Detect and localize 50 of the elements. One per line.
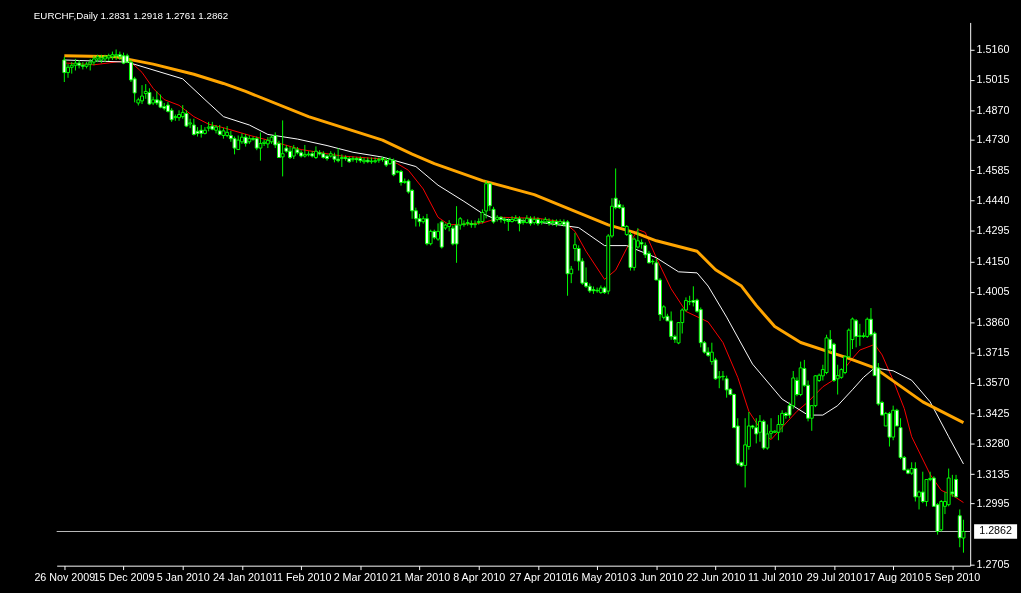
x-tick-label: 3 Jun 2010	[630, 570, 684, 583]
x-tick-label: 5 Jan 2010	[156, 570, 210, 583]
y-tick-label: 1.4005	[976, 285, 1010, 298]
y-tick-label: 1.5160	[976, 42, 1010, 55]
x-tick-label: 5 Sep 2010	[925, 570, 981, 583]
candlestick	[140, 84, 144, 105]
candlestick	[288, 145, 292, 160]
candlestick	[857, 323, 862, 347]
candlestick	[325, 153, 329, 162]
y-tick-label: 1.4150	[976, 254, 1010, 267]
candlestick	[595, 287, 600, 294]
y-tick-label: 1.3425	[976, 406, 1010, 419]
y-tick-label: 1.5015	[976, 73, 1010, 86]
y-tick-label: 1.4585	[976, 163, 1010, 176]
y-tick-label: 1.4730	[976, 133, 1010, 146]
candlestick	[521, 217, 526, 226]
x-tick-label: 22 Jun 2010	[686, 570, 746, 583]
y-tick-label: 1.4440	[976, 193, 1010, 206]
x-tick-label: 17 Aug 2010	[863, 570, 924, 583]
x-tick-label: 11 Feb 2010	[271, 570, 332, 583]
candlestick	[547, 217, 551, 227]
candlestick	[461, 219, 466, 228]
x-tick-label: 24 Jan 2010	[212, 570, 272, 583]
y-tick-label: 1.3570	[976, 376, 1010, 389]
y-tick-label: 1.3860	[976, 315, 1010, 328]
x-tick-label: 21 Mar 2010	[389, 570, 451, 583]
y-tick-label: 1.4295	[976, 224, 1010, 237]
y-tick-label: 1.3135	[976, 467, 1010, 480]
y-tick-label: 1.3280	[976, 437, 1010, 450]
y-tick-label: 1.2995	[976, 497, 1010, 510]
ref-line-label: 1.2862	[979, 524, 1013, 537]
x-tick-label: 26 Nov 2009	[34, 570, 96, 583]
x-tick-label: 15 Dec 2009	[93, 570, 155, 583]
x-tick-label: 16 May 2010	[566, 570, 629, 583]
candlestick	[854, 318, 859, 348]
candlestick	[473, 219, 477, 229]
x-tick-label: 27 Apr 2010	[509, 570, 568, 583]
x-tick-label: 8 Apr 2010	[453, 570, 506, 583]
x-tick-label: 2 Mar 2010	[333, 570, 388, 583]
y-tick-label: 1.2705	[976, 557, 1010, 570]
candlestick	[66, 63, 70, 79]
x-tick-label: 29 Jul 2010	[806, 570, 863, 583]
candlestick	[669, 310, 674, 341]
chart-title: EURCHF,Daily 1.2831 1.2918 1.2761 1.2862	[33, 9, 229, 21]
candlestick	[177, 109, 181, 122]
candlestick	[954, 474, 959, 498]
y-tick-label: 1.4870	[976, 103, 1010, 116]
candlestick	[225, 125, 230, 138]
x-tick-label: 11 Jul 2010	[747, 570, 803, 583]
y-tick-label: 1.3715	[976, 345, 1010, 358]
